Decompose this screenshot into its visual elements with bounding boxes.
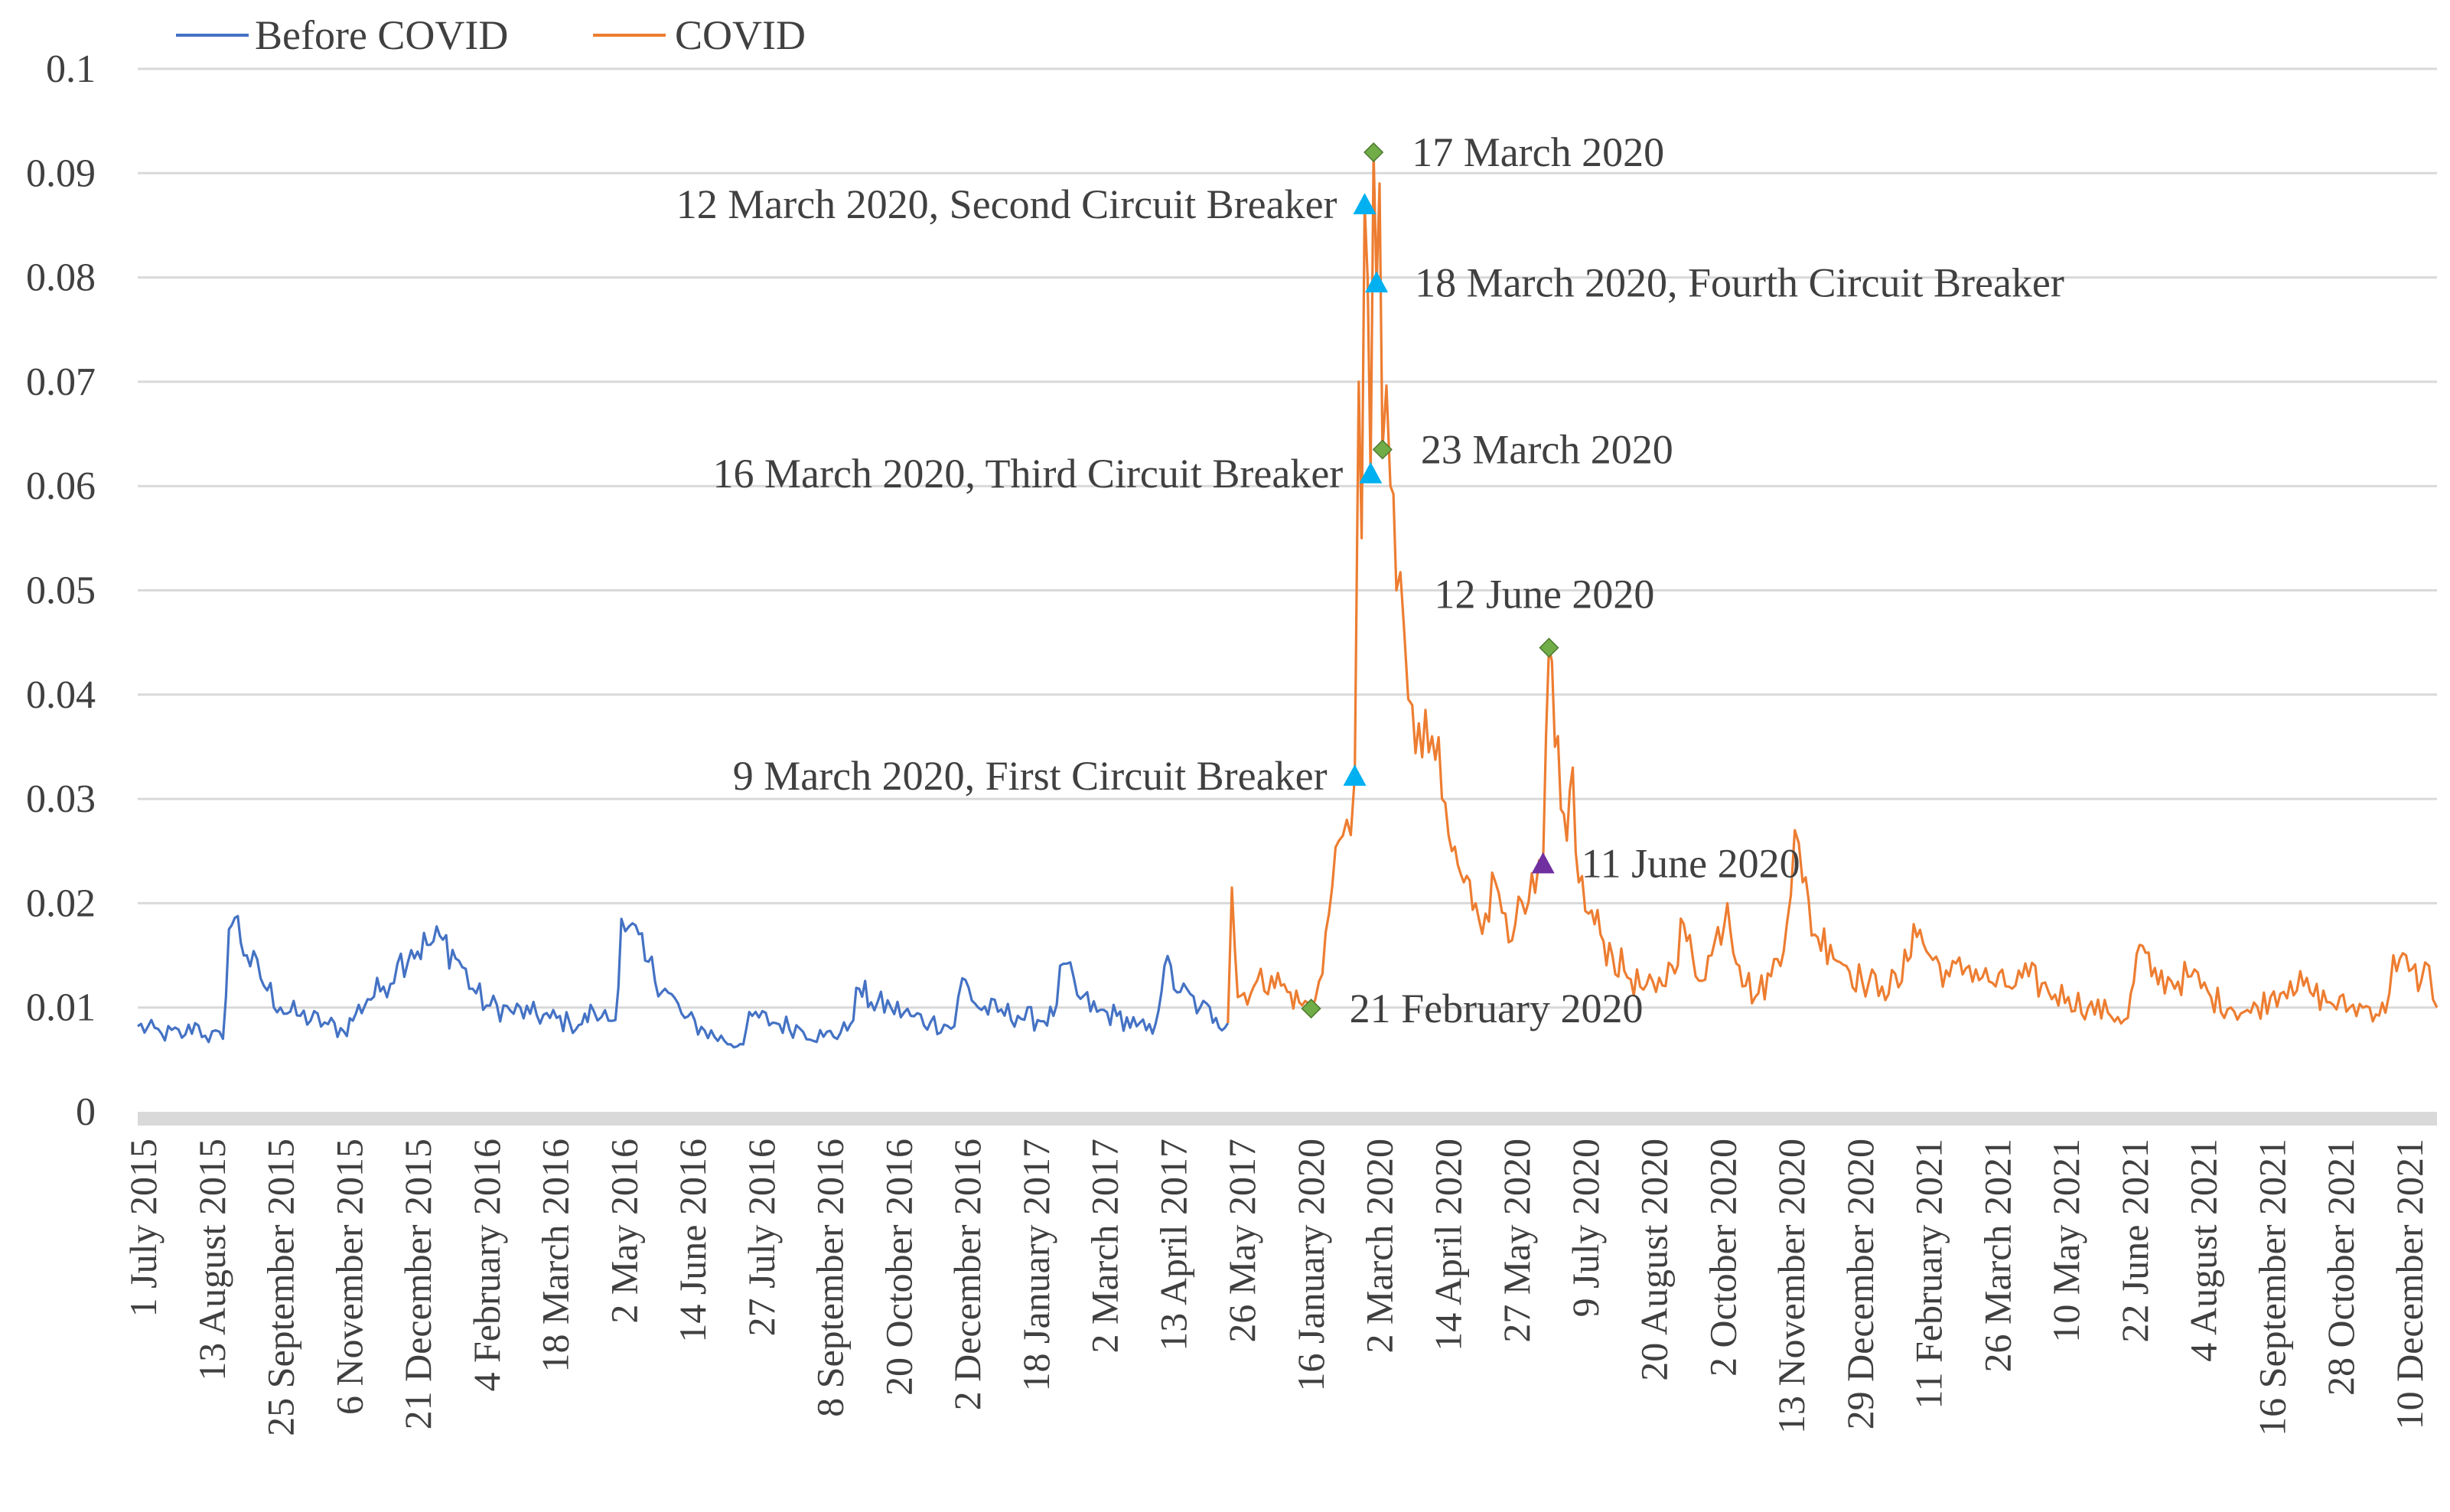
annotation-label: 9 March 2020, First Circuit Breaker (733, 753, 1328, 799)
annotation-label: 12 March 2020, Second Circuit Breaker (676, 181, 1337, 227)
y-tick-label: 0.07 (26, 360, 96, 404)
legend: Before COVID COVID (176, 12, 806, 58)
marker-triangle (1359, 461, 1383, 484)
x-tick-label: 2 October 2020 (1701, 1139, 1744, 1377)
x-tick-label: 4 August 2021 (2182, 1139, 2225, 1362)
y-tick-label: 0.1 (46, 47, 96, 91)
marker-triangle (1531, 852, 1555, 874)
x-tick-label: 26 March 2021 (1976, 1139, 2018, 1373)
x-tick-label: 14 June 2016 (671, 1139, 714, 1343)
annotation-label: 23 March 2020 (1421, 426, 1673, 472)
x-tick-label: 16 September 2021 (2250, 1139, 2293, 1436)
series-layer (137, 151, 2439, 1049)
annotation-label: 21 February 2020 (1350, 986, 1644, 1031)
x-axis-band (138, 1112, 2437, 1126)
marker-triangle (1365, 271, 1389, 293)
x-tick-label: 29 December 2020 (1839, 1139, 1881, 1429)
y-tick-label: 0.04 (26, 673, 96, 717)
x-tick-label: 18 January 2017 (1015, 1139, 1057, 1392)
x-axis (138, 1112, 2437, 1126)
y-axis-ticks: 0 0.01 0.02 0.03 0.04 0.05 0.06 0.07 0.08 0.09 0.1 (26, 47, 96, 1134)
y-tick-label: 0.05 (26, 569, 96, 613)
legend-label-covid: COVID (675, 12, 806, 58)
x-tick-label: 1 July 2015 (122, 1139, 165, 1317)
marker-diamond (1539, 637, 1559, 658)
grid-lines (138, 67, 2437, 1009)
x-tick-label: 16 January 2020 (1289, 1139, 1332, 1392)
series-line-before-covid (137, 914, 1230, 1049)
x-tick-label: 2 December 2016 (946, 1139, 989, 1410)
legend-label-before-covid: Before COVID (255, 12, 508, 58)
y-tick-label: 0.06 (26, 464, 96, 508)
x-tick-label: 20 October 2016 (877, 1139, 920, 1396)
x-tick-label: 22 June 2021 (2113, 1139, 2156, 1343)
annotation-label: 11 June 2020 (1582, 841, 1800, 887)
annotation-label: 17 March 2020 (1412, 129, 1664, 175)
y-tick-label: 0.01 (26, 986, 96, 1030)
x-tick-label: 18 March 2016 (534, 1139, 577, 1373)
x-tick-label: 6 November 2015 (327, 1139, 370, 1415)
x-tick-label: 10 May 2021 (2044, 1139, 2087, 1343)
x-tick-label: 14 April 2020 (1426, 1139, 1469, 1351)
x-axis-ticks: 1 July 2015 13 August 2015 25 September 20… (122, 1139, 2431, 1436)
y-tick-label: 0 (76, 1090, 96, 1134)
x-tick-label: 25 September 2015 (259, 1139, 302, 1436)
x-tick-label: 28 October 2021 (2319, 1139, 2362, 1396)
y-tick-label: 0.03 (26, 777, 96, 821)
x-tick-label: 13 August 2015 (191, 1139, 233, 1381)
y-tick-label: 0.02 (26, 881, 96, 925)
x-tick-label: 20 August 2020 (1633, 1139, 1676, 1381)
x-tick-label: 13 November 2020 (1770, 1139, 1813, 1434)
marker-diamond (1301, 999, 1321, 1019)
marker-triangle (1343, 764, 1367, 786)
x-tick-label: 13 April 2017 (1152, 1139, 1194, 1351)
annotation-label: 18 March 2020, Fourth Circuit Breaker (1415, 259, 2064, 305)
x-tick-label: 26 May 2017 (1220, 1139, 1263, 1343)
x-tick-label: 27 July 2016 (740, 1139, 783, 1336)
marker-diamond (1363, 142, 1384, 163)
x-tick-label: 21 December 2015 (396, 1139, 439, 1429)
marker-triangle (1353, 193, 1376, 214)
x-tick-label: 9 July 2020 (1564, 1139, 1607, 1317)
x-tick-label: 11 February 2021 (1908, 1139, 1950, 1409)
x-tick-label: 4 February 2016 (465, 1139, 508, 1392)
x-tick-label: 10 December 2021 (2388, 1139, 2431, 1429)
x-tick-label: 2 May 2016 (602, 1139, 645, 1324)
x-tick-label: 2 March 2020 (1358, 1139, 1401, 1354)
y-tick-label: 0.08 (26, 256, 96, 300)
x-tick-label: 27 May 2020 (1495, 1139, 1538, 1343)
marker-diamond (1372, 439, 1393, 460)
annotation-layer: 17 March 2020 12 March 2020, Second Circu… (676, 129, 2064, 1031)
annotation-label: 12 June 2020 (1434, 571, 1654, 617)
y-tick-label: 0.09 (26, 152, 96, 195)
annotation-label: 16 March 2020, Third Circuit Breaker (713, 451, 1344, 497)
series-line-covid (1227, 151, 2439, 1025)
x-tick-label: 2 March 2017 (1083, 1139, 1126, 1354)
x-tick-label: 8 September 2016 (809, 1139, 852, 1417)
